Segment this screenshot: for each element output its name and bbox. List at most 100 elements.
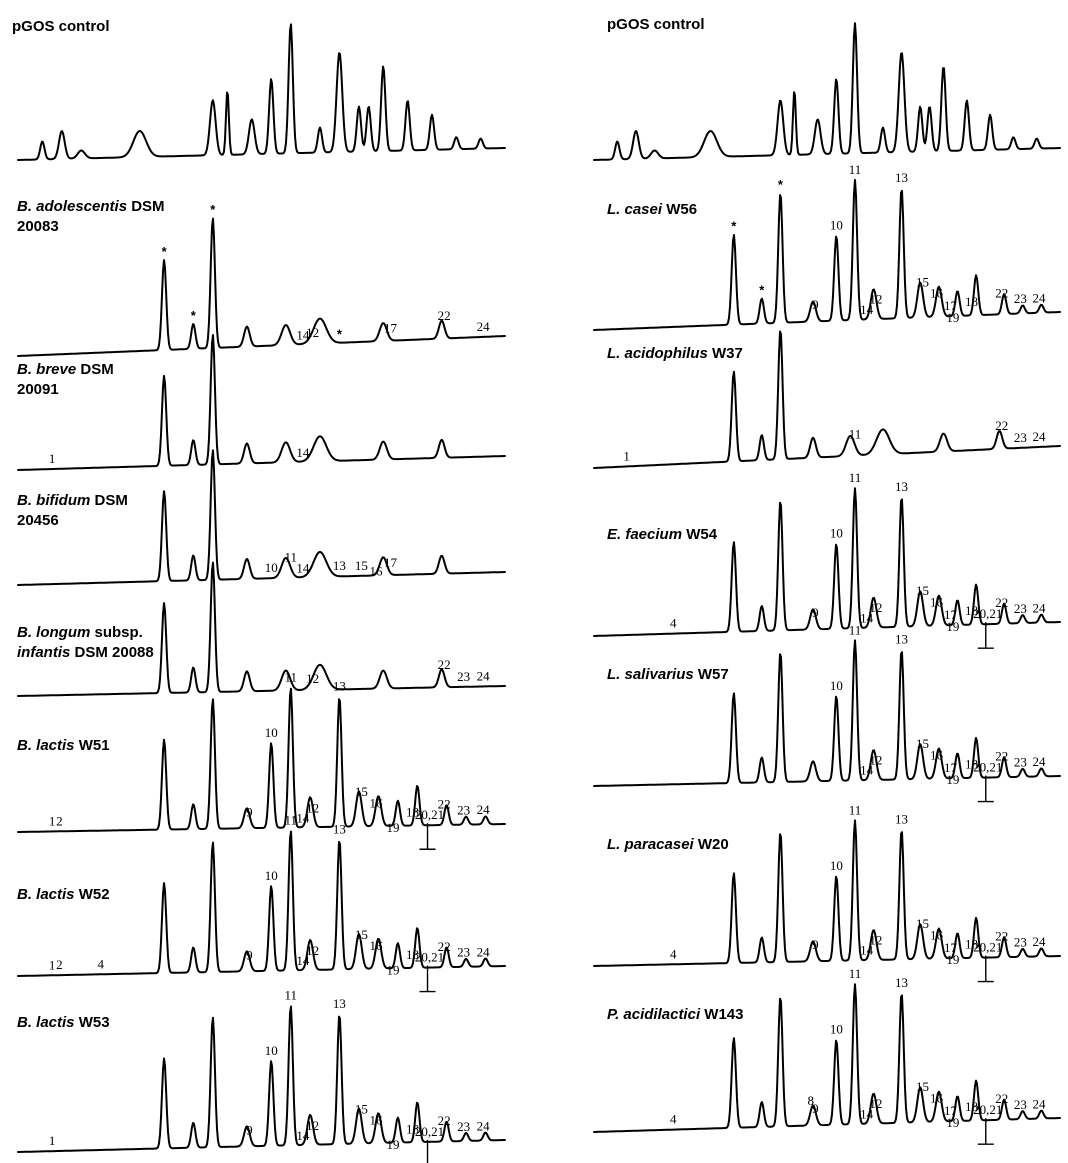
peak-label: 16 bbox=[369, 938, 383, 953]
peak-label: 4 bbox=[98, 956, 105, 971]
peak-label: 11 bbox=[284, 549, 297, 564]
peak-label: 20,21 bbox=[973, 1102, 1002, 1117]
peak-label: 13 bbox=[895, 631, 908, 646]
peak-label: 15 bbox=[916, 736, 929, 751]
peak-label: 4 bbox=[670, 946, 677, 961]
peak-label: 12 bbox=[869, 753, 882, 768]
peak-label: 19 bbox=[946, 772, 959, 787]
peak-label: 10 bbox=[265, 1043, 278, 1058]
peak-label: 15 bbox=[916, 274, 929, 289]
panel-title: L. salivarius W57 bbox=[607, 666, 729, 683]
panel-title: P. acidilactici W143 bbox=[607, 1006, 743, 1023]
peak-label: 22 bbox=[995, 748, 1008, 763]
peak-label: 24 bbox=[1033, 600, 1047, 615]
peak-label: 10 bbox=[830, 218, 843, 233]
peak-label: 22 bbox=[995, 595, 1008, 610]
chromatogram-trace bbox=[17, 1005, 506, 1153]
peak-label: 12 bbox=[306, 671, 319, 686]
peak-label: 23 bbox=[457, 669, 470, 684]
peak-label: 1 bbox=[49, 1133, 56, 1148]
peak-label: 13 bbox=[333, 558, 346, 573]
peak-label: 20,21 bbox=[973, 940, 1002, 955]
panel-title: B. breve DSM 20091 bbox=[17, 361, 114, 398]
peak-label: 15 bbox=[355, 558, 368, 573]
peak-label: 24 bbox=[477, 1118, 491, 1133]
peak-label: 23 bbox=[1014, 430, 1027, 445]
chromatogram-trace bbox=[17, 830, 506, 977]
peak-label: 18 bbox=[965, 294, 978, 309]
peak-label: 22 bbox=[438, 308, 451, 323]
peak-label: 14 bbox=[860, 1106, 874, 1121]
peak-label: 13 bbox=[895, 975, 908, 990]
peak-label: 23 bbox=[457, 1119, 470, 1134]
peak-label: 9 bbox=[812, 937, 819, 952]
peak-asterisk: * bbox=[731, 219, 737, 234]
peak-asterisk: * bbox=[210, 202, 216, 217]
peak-label: 24 bbox=[477, 944, 491, 959]
peak-label: 24 bbox=[1033, 429, 1047, 444]
peak-label: 12 bbox=[306, 1118, 319, 1133]
peak-label: 13 bbox=[895, 479, 908, 494]
chromatogram-panel: B. longum subsp. infantis DSM 20088 12 22 23… bbox=[17, 561, 506, 697]
peak-label: 23 bbox=[1014, 754, 1027, 769]
peak-label: 11 bbox=[849, 802, 862, 817]
peak-label: 15 bbox=[916, 1079, 929, 1094]
peak-label: 8 bbox=[807, 1093, 814, 1108]
peak-label: 15 bbox=[355, 784, 368, 799]
peak-label: 18 bbox=[965, 603, 978, 618]
peak-label: 10 bbox=[830, 858, 843, 873]
chromatogram-trace bbox=[593, 639, 1061, 787]
peak-label: 19 bbox=[946, 1115, 959, 1130]
peak-label: 22 bbox=[438, 939, 451, 954]
peak-label: 1 bbox=[49, 813, 56, 828]
peak-asterisk: * bbox=[191, 308, 197, 323]
peak-label: 20,21 bbox=[973, 760, 1002, 775]
peak-label: 11 bbox=[849, 427, 862, 442]
peak-label: 20,21 bbox=[415, 807, 444, 822]
peak-label: 16 bbox=[930, 1090, 944, 1105]
peak-label: 1 bbox=[49, 957, 56, 972]
panel-title: E. faecium W54 bbox=[607, 526, 718, 543]
peak-label: 2 bbox=[56, 813, 63, 828]
peak-label: 9 bbox=[246, 1122, 253, 1137]
peak-label: 22 bbox=[438, 1113, 451, 1128]
peak-label: 13 bbox=[895, 811, 908, 826]
peak-label: 14 bbox=[296, 810, 310, 825]
peak-label: 4 bbox=[670, 616, 677, 631]
peak-label: 23 bbox=[1014, 934, 1027, 949]
peak-label: 17 bbox=[944, 1103, 958, 1118]
peak-label: 16 bbox=[369, 795, 383, 810]
peak-label: 11 bbox=[849, 966, 862, 981]
peak-label: 11 bbox=[849, 162, 862, 177]
peak-label: 18 bbox=[406, 947, 419, 962]
peak-label: 24 bbox=[1033, 1096, 1047, 1111]
peak-label: 12 bbox=[869, 292, 882, 307]
peak-label: 1 bbox=[623, 448, 630, 463]
peak-label: 10 bbox=[830, 1022, 843, 1037]
peak-label: 4 bbox=[670, 1112, 677, 1127]
peak-label: 19 bbox=[946, 310, 959, 325]
panel-title: pGOS control bbox=[607, 16, 705, 33]
peak-label: 10 bbox=[830, 526, 843, 541]
peak-label: 12 bbox=[306, 800, 319, 815]
peak-label: 15 bbox=[355, 1101, 368, 1116]
chromatogram-trace bbox=[17, 561, 506, 697]
peak-label: 23 bbox=[1014, 291, 1027, 306]
peak-label: 17 bbox=[944, 298, 958, 313]
panel-title: B. lactis W52 bbox=[17, 886, 110, 903]
peak-label: 24 bbox=[477, 668, 491, 683]
peak-label: 18 bbox=[965, 936, 978, 951]
peak-label: 19 bbox=[946, 619, 959, 634]
panel-title: L. acidophilus W37 bbox=[607, 345, 743, 362]
peak-asterisk: * bbox=[162, 244, 168, 259]
peak-label: 22 bbox=[438, 657, 451, 672]
chromatogram-trace bbox=[593, 22, 1061, 161]
peak-label: 9 bbox=[812, 297, 819, 312]
